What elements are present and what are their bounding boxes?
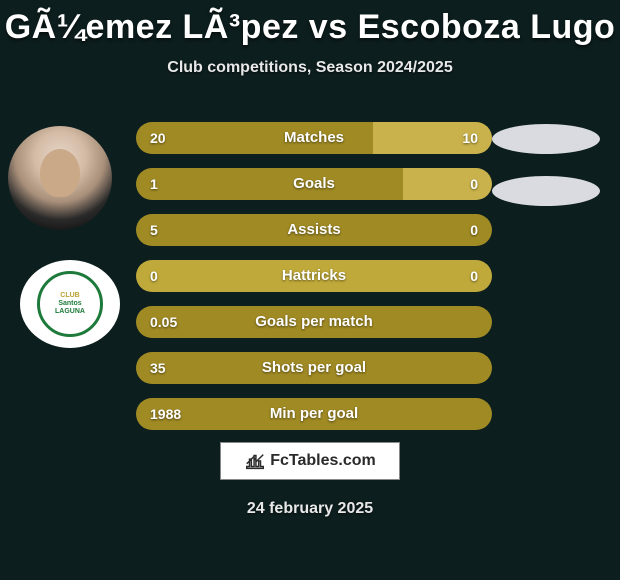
stat-label: Min per goal (136, 398, 492, 430)
stat-value-right: 0 (470, 260, 478, 292)
stat-label: Matches (136, 122, 492, 154)
stat-value-left: 5 (150, 214, 158, 246)
player-photo-right-placeholder (492, 124, 600, 154)
stat-label: Shots per goal (136, 352, 492, 384)
page-title: GÃ¼emez LÃ³pez vs Escoboza Lugo (0, 0, 620, 47)
stat-label: Hattricks (136, 260, 492, 292)
page-subtitle: Club competitions, Season 2024/2025 (0, 59, 620, 77)
badge-text-mid: Santos (58, 300, 81, 308)
club-badge-left: CLUB Santos LAGUNA (20, 260, 120, 348)
stat-row: Assists5 0 (136, 214, 492, 246)
chart-icon (244, 450, 266, 472)
stat-row: Matches20 10 (136, 122, 492, 154)
stat-label: Assists (136, 214, 492, 246)
source-logo: FcTables.com (220, 442, 400, 480)
date-label: 24 february 2025 (0, 500, 620, 518)
stat-row: Shots per goal35 (136, 352, 492, 384)
comparison-chart: Matches2010Goals10Assists50Hattricks00Go… (136, 122, 492, 444)
stat-value-right: 0 (470, 168, 478, 200)
stat-label: Goals (136, 168, 492, 200)
stat-value-left: 1 (150, 168, 158, 200)
stat-value-right: 10 (462, 122, 478, 154)
player-photo-left (8, 126, 112, 230)
stat-value-left: 35 (150, 352, 166, 384)
stat-row: Goals per match0.05 (136, 306, 492, 338)
badge-text-bot: LAGUNA (55, 308, 85, 316)
stat-value-left: 20 (150, 122, 166, 154)
stat-value-left: 0.05 (150, 306, 177, 338)
stat-row: Hattricks0 0 (136, 260, 492, 292)
club-badge-inner: CLUB Santos LAGUNA (37, 271, 103, 337)
stat-value-left: 0 (150, 260, 158, 292)
stat-row: Min per goal1988 (136, 398, 492, 430)
stat-label: Goals per match (136, 306, 492, 338)
stat-value-left: 1988 (150, 398, 181, 430)
badge-text-top: CLUB (60, 292, 79, 300)
stat-row: Goals1 0 (136, 168, 492, 200)
stat-value-right: 0 (470, 214, 478, 246)
source-logo-text: FcTables.com (270, 452, 376, 470)
club-badge-right-placeholder (492, 176, 600, 206)
